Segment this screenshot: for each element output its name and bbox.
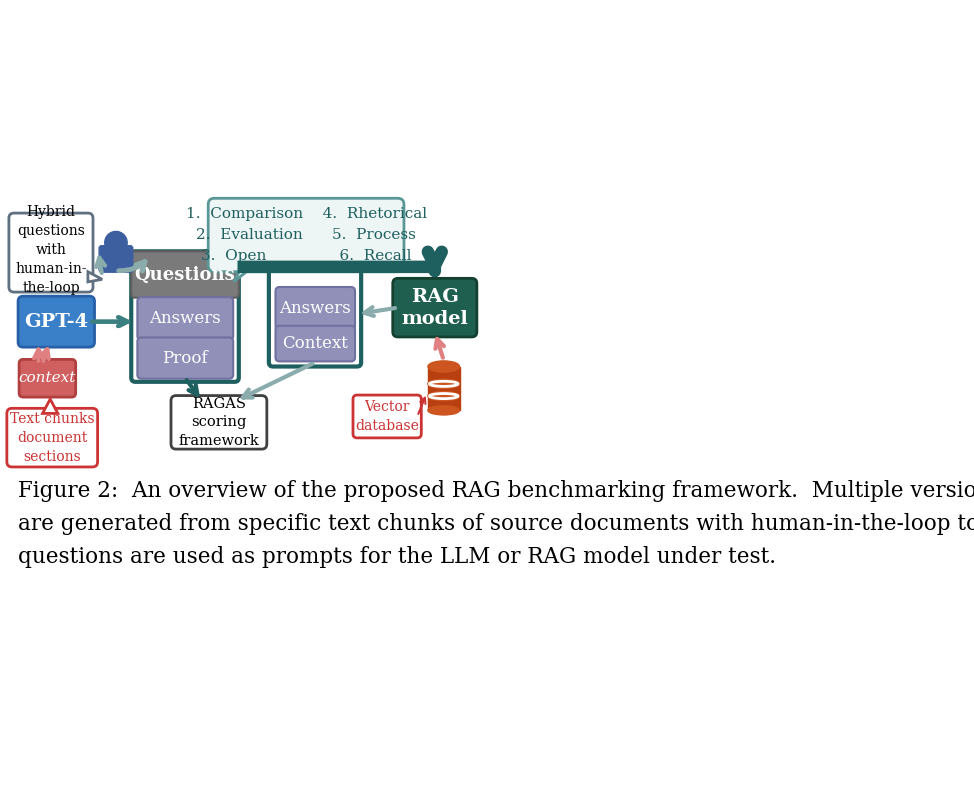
FancyBboxPatch shape [353, 395, 422, 438]
FancyBboxPatch shape [131, 251, 239, 298]
Text: are generated from specific text chunks of source documents with human-in-the-lo: are generated from specific text chunks … [19, 513, 974, 535]
FancyBboxPatch shape [393, 279, 477, 337]
Text: Text chunks
document
sections: Text chunks document sections [10, 411, 94, 463]
FancyBboxPatch shape [99, 245, 132, 272]
FancyBboxPatch shape [137, 297, 233, 340]
FancyBboxPatch shape [269, 262, 361, 366]
Ellipse shape [428, 406, 460, 415]
FancyBboxPatch shape [9, 213, 93, 292]
FancyBboxPatch shape [276, 287, 356, 330]
Text: 1.  Comparison    4.  Rhetorical
2.  Evaluation      5.  Process
3.  Open       : 1. Comparison 4. Rhetorical 2. Evaluatio… [185, 207, 427, 263]
FancyBboxPatch shape [137, 338, 233, 379]
Text: GPT-4: GPT-4 [24, 313, 89, 330]
Text: Answers: Answers [149, 310, 221, 327]
Text: context: context [19, 371, 76, 386]
FancyBboxPatch shape [131, 251, 239, 382]
Text: Proof: Proof [163, 350, 208, 367]
Text: RAGAS
scoring
framework: RAGAS scoring framework [178, 397, 259, 448]
Ellipse shape [428, 379, 460, 389]
Text: Hybrid
questions
with
human-in-
the-loop: Hybrid questions with human-in- the-loop [16, 205, 87, 295]
Text: questions are used as prompts for the LLM or RAG model under test.: questions are used as prompts for the LL… [19, 546, 776, 568]
Text: Questions: Questions [134, 266, 236, 284]
Text: RAG
model: RAG model [401, 288, 468, 328]
Ellipse shape [428, 391, 460, 401]
Circle shape [105, 232, 128, 254]
Text: Answers: Answers [280, 300, 352, 317]
FancyBboxPatch shape [276, 326, 356, 361]
FancyBboxPatch shape [19, 360, 76, 397]
FancyBboxPatch shape [7, 408, 97, 467]
FancyBboxPatch shape [171, 395, 267, 449]
Polygon shape [43, 399, 57, 413]
FancyBboxPatch shape [19, 296, 94, 347]
Polygon shape [88, 271, 102, 282]
Text: Figure 2:  An overview of the proposed RAG benchmarking framework.  Multiple ver: Figure 2: An overview of the proposed RA… [19, 480, 974, 501]
FancyBboxPatch shape [208, 198, 404, 271]
Text: Context: Context [282, 335, 348, 352]
Ellipse shape [428, 361, 460, 372]
Polygon shape [234, 266, 254, 282]
Text: Vector
database: Vector database [356, 400, 419, 433]
Polygon shape [428, 366, 460, 411]
